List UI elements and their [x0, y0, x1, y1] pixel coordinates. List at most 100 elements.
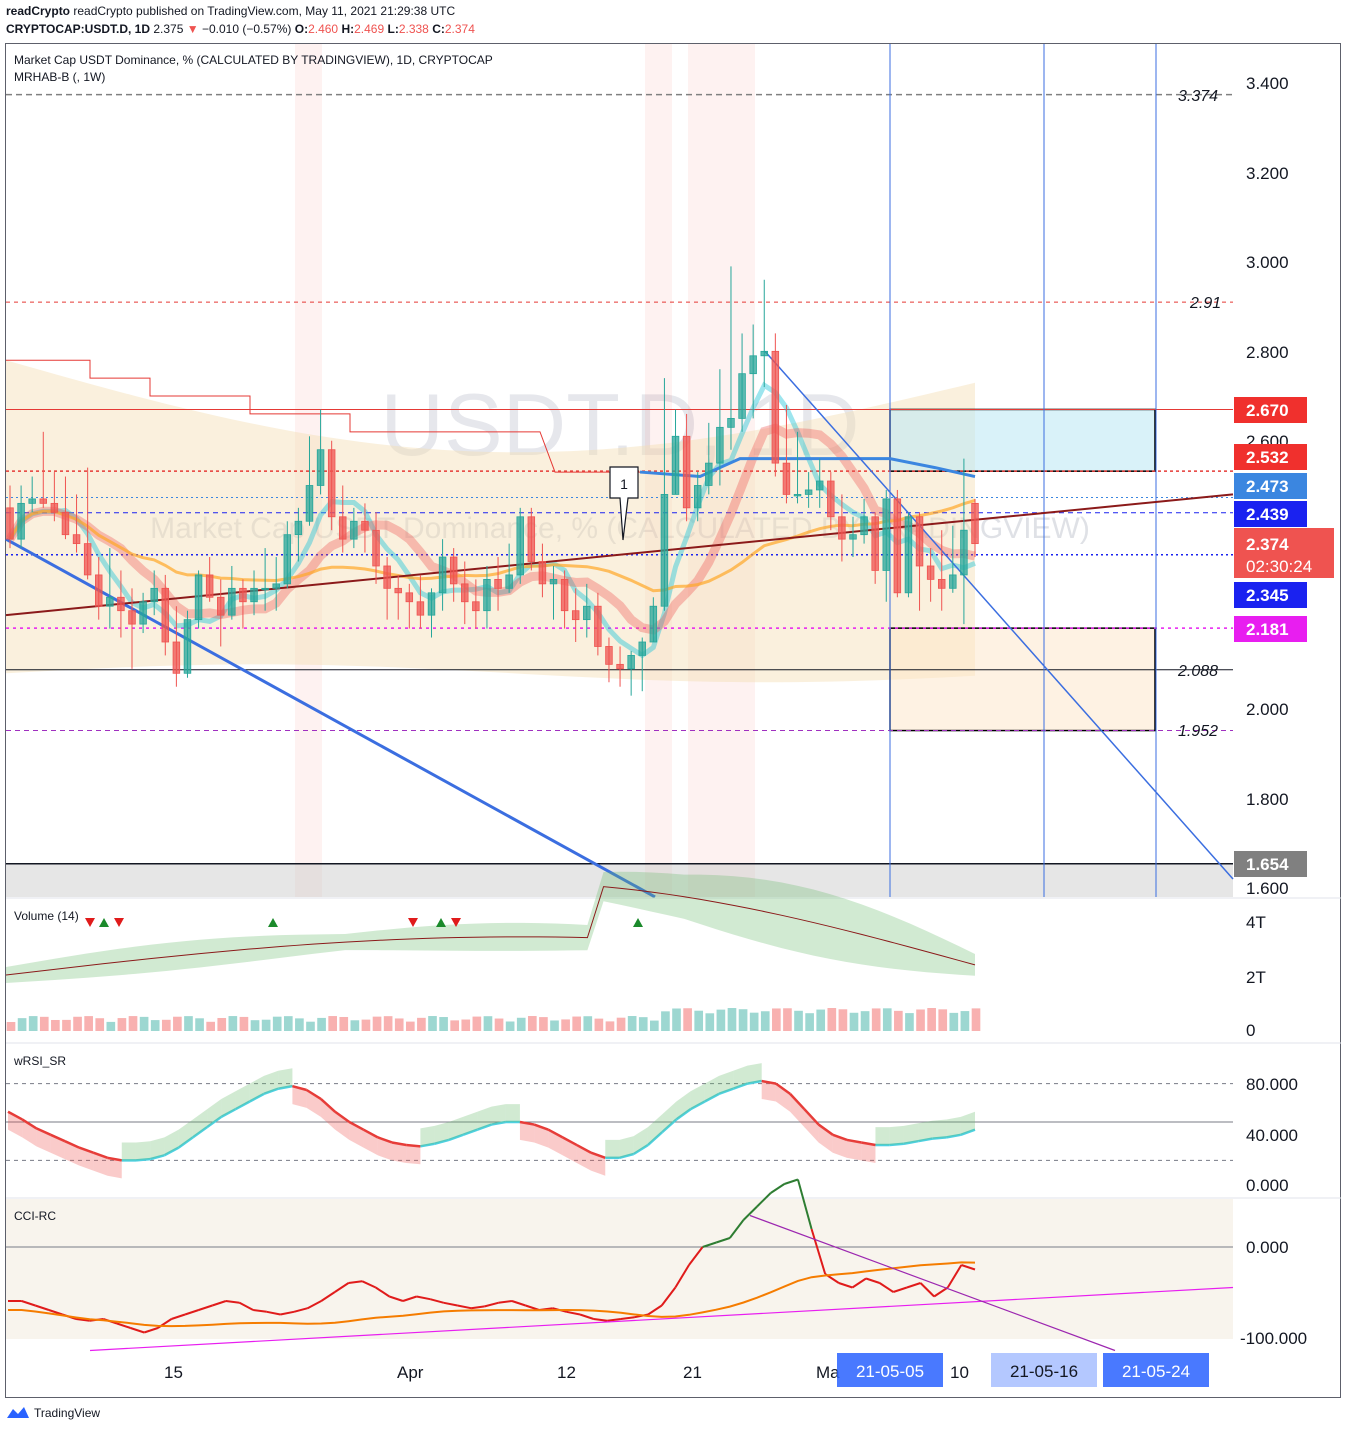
cci-segment	[742, 1205, 758, 1221]
price-axis[interactable]: 3.400 3.200 3.000 2.800 2.600 2.000 1.80…	[1246, 74, 1289, 898]
cci-segment	[838, 1282, 853, 1289]
time-tick: 12	[557, 1363, 576, 1382]
rsi-ribbon	[619, 1136, 634, 1158]
candle-body	[95, 574, 103, 607]
annotation-callout[interactable]: 1	[609, 466, 639, 541]
rsi-ribbon	[50, 1134, 65, 1160]
rsi-segment	[946, 1133, 962, 1139]
price-pane[interactable]	[5, 266, 1234, 899]
candle-body	[660, 494, 669, 607]
cci-segment	[320, 1291, 336, 1302]
volume-bar	[62, 1019, 71, 1031]
time-axis[interactable]: 15 Apr 12 21 Ma 21-05-05 10 21-05-16 21-…	[164, 1353, 1209, 1387]
candle-body	[882, 498, 890, 571]
candle-body	[749, 355, 757, 375]
candle-body	[316, 449, 325, 486]
footer: TradingView	[6, 1406, 100, 1420]
volume-bar	[783, 1008, 792, 1031]
candle-body	[782, 462, 791, 495]
time-tick: Ma	[816, 1363, 840, 1382]
date-marker-0516	[991, 1353, 1097, 1387]
date-marker-0505-text: 21-05-05	[856, 1362, 924, 1381]
candle-body	[239, 587, 247, 603]
tag-2181	[1234, 616, 1307, 642]
volume-bar	[295, 1018, 304, 1031]
candle-body	[228, 587, 236, 616]
rsi-segment	[192, 1126, 208, 1139]
rsi-segment	[177, 1136, 194, 1149]
rsi-ribbon	[406, 1145, 421, 1165]
chart-frame[interactable]	[5, 43, 1341, 1398]
rsi-pane[interactable]	[6, 1042, 1341, 1179]
ema-fast	[7, 381, 976, 659]
volume-bar	[627, 1016, 637, 1031]
rsi-segment	[50, 1133, 66, 1143]
rsi-ribbon	[662, 1101, 677, 1133]
rsi-segment	[747, 1079, 762, 1085]
time-tick: Apr	[397, 1363, 424, 1382]
cci-segment	[961, 1264, 976, 1271]
candle-body	[261, 587, 269, 591]
volume-bar	[960, 1011, 970, 1031]
tag-2439-text: 2.439	[1246, 505, 1289, 524]
trendline-down	[5, 537, 656, 899]
candle-body	[383, 565, 391, 589]
cci-segment	[389, 1295, 404, 1302]
cci-signal	[8, 1261, 976, 1328]
tag-2473	[1234, 473, 1307, 499]
rsi-segment	[206, 1115, 223, 1129]
rsi-segment	[718, 1087, 734, 1096]
volume-bar	[594, 1018, 604, 1031]
close-value: 2.374	[444, 22, 475, 36]
level-291: 2.91	[1189, 295, 1221, 312]
candle-body	[494, 578, 502, 589]
volume-bar	[760, 1011, 770, 1031]
volume-bar	[971, 1008, 981, 1031]
volume-signal-icon	[99, 918, 109, 927]
level-labels: 3.374 2.91 2.088 1.952	[1177, 88, 1221, 740]
rsi-ribbon	[235, 1083, 250, 1110]
rsi-tick: 80.000	[1246, 1075, 1298, 1094]
cci-segment	[48, 1309, 63, 1316]
level-1952: 1.952	[1178, 723, 1218, 740]
candle-body	[172, 641, 181, 674]
rsi-ribbon	[932, 1119, 947, 1139]
cci-segment	[729, 1219, 745, 1239]
rsi-segment	[817, 1123, 834, 1136]
rsi-ribbon	[36, 1128, 51, 1153]
rsi-segment	[78, 1146, 94, 1154]
volume-bar	[250, 1020, 260, 1031]
rsi-segment	[633, 1143, 649, 1156]
cci-segment	[946, 1264, 963, 1289]
volume-signal-icon	[633, 918, 643, 927]
rsi-ribbon	[93, 1152, 108, 1176]
volume-pane[interactable]	[5, 871, 1341, 1031]
rsi-segment	[135, 1157, 151, 1162]
volume-bar	[339, 1016, 349, 1031]
cci-segment	[253, 1309, 267, 1313]
rsi-segment	[547, 1128, 564, 1139]
tag-2345-text: 2.345	[1246, 586, 1289, 605]
cci-segment	[293, 1307, 308, 1313]
rsi-segment	[861, 1141, 876, 1147]
countdown: 02:30:24	[1246, 557, 1312, 576]
volume-bar	[184, 1016, 193, 1031]
rsi-ribbon	[249, 1075, 264, 1102]
candle-body	[815, 480, 824, 491]
cci-segment	[593, 1318, 608, 1322]
volume-bar	[805, 1013, 814, 1031]
cci-trendline-down	[749, 1214, 1116, 1352]
rsi-ribbon	[377, 1137, 392, 1161]
rsi-ribbon	[647, 1114, 663, 1146]
date-marker-0505	[837, 1353, 943, 1387]
candle-body	[627, 655, 635, 670]
candle-body	[705, 462, 713, 486]
candle-body	[738, 373, 746, 419]
cci-pane[interactable]	[6, 1178, 1341, 1352]
gray-zone	[6, 863, 1233, 897]
cci-segment	[184, 1309, 199, 1316]
candle-body	[161, 587, 170, 643]
volume-signal-icon	[451, 918, 461, 927]
candle-body	[472, 601, 480, 612]
